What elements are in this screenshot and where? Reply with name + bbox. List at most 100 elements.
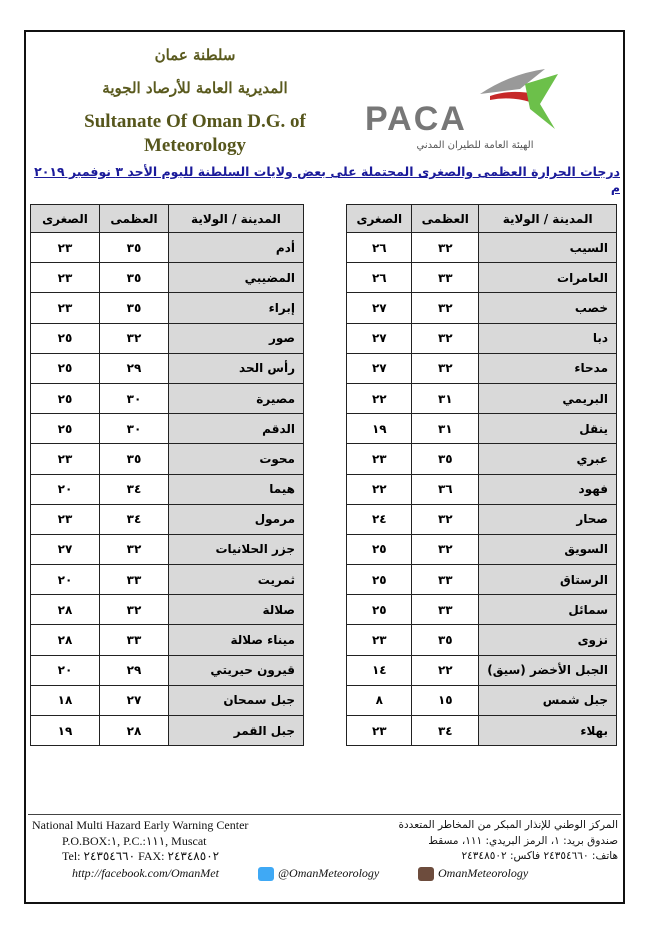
table-row: الجبل الأخضر (سيق) ٢٢ ١٤ bbox=[346, 654, 617, 686]
min-temp-cell: ٢٥ bbox=[30, 382, 100, 415]
min-temp-cell: ٢٠ bbox=[30, 654, 100, 686]
table-row: مدحاء ٣٢ ٢٧ bbox=[346, 352, 617, 384]
max-temp-cell: ٣٢ bbox=[411, 292, 480, 324]
table-row: أدم ٣٥ ٢٣ bbox=[30, 231, 304, 264]
footer-pobox-ar: صندوق بريد: ١، الرمز البريدي: ١١١، مسقط bbox=[428, 835, 618, 847]
header-english-title: Sultanate Of Oman D.G. of Meteorology bbox=[84, 111, 306, 156]
min-temp-cell: ٢٨ bbox=[30, 594, 100, 626]
max-temp-cell: ٣٢ bbox=[411, 352, 480, 384]
table-row: ميناء صلالة ٣٣ ٢٨ bbox=[30, 624, 304, 656]
max-temp-cell: ٣٢ bbox=[99, 594, 169, 626]
city-cell: الدقم bbox=[168, 413, 304, 445]
min-temp-cell: ٢٣ bbox=[30, 292, 100, 324]
city-cell: صور bbox=[168, 322, 304, 354]
table-row: البريمي ٣١ ٢٢ bbox=[346, 382, 617, 415]
twitter-icon bbox=[258, 866, 274, 881]
max-temp-cell: ٣٢ bbox=[99, 533, 169, 566]
min-temp-cell: ٨ bbox=[346, 684, 413, 717]
city-cell: مصيرة bbox=[168, 382, 304, 415]
table-row: صلالة ٣٢ ٢٨ bbox=[30, 594, 304, 626]
min-temp-cell: ٢٣ bbox=[30, 231, 100, 264]
min-temp-cell: ٢٣ bbox=[30, 503, 100, 535]
table-row: قيرون حيريتي ٢٩ ٢٠ bbox=[30, 654, 304, 686]
table-row: إبراء ٣٥ ٢٣ bbox=[30, 292, 304, 324]
min-temp-cell: ٢٥ bbox=[30, 322, 100, 354]
min-temp-cell: ٢٦ bbox=[346, 231, 413, 264]
max-temp-cell: ٣٥ bbox=[99, 231, 169, 264]
instagram-link[interactable]: OmanMeteorology bbox=[418, 866, 528, 881]
city-cell: ميناء صلالة bbox=[168, 624, 304, 656]
min-temp-cell: ١٩ bbox=[30, 714, 100, 747]
min-temp-cell: ٢٥ bbox=[346, 594, 413, 626]
city-cell: أدم bbox=[168, 231, 304, 264]
city-cell: سمائل bbox=[478, 594, 617, 626]
city-cell: فهود bbox=[478, 473, 617, 505]
min-temp-cell: ٢٣ bbox=[30, 262, 100, 294]
city-cell: ثمريت bbox=[168, 564, 304, 596]
max-temp-cell: ٢٩ bbox=[99, 352, 169, 384]
max-temp-cell: ٣٤ bbox=[99, 473, 169, 505]
twitter-link[interactable]: @OmanMeteorology bbox=[258, 866, 379, 881]
logo-subtitle: الهيئة العامة للطيران المدني bbox=[416, 140, 534, 151]
table-row: رأس الحد ٢٩ ٢٥ bbox=[30, 352, 304, 384]
city-cell: إبراء bbox=[168, 292, 304, 324]
min-temp-cell: ٢٤ bbox=[346, 503, 413, 535]
max-temp-cell: ٣٥ bbox=[411, 624, 480, 656]
min-temp-cell: ٢٠ bbox=[30, 564, 100, 596]
max-temp-cell: ٣٣ bbox=[411, 564, 480, 596]
table-row: السيب ٣٢ ٢٦ bbox=[346, 231, 617, 264]
footer-pobox-en: P.O.BOX:١, P.C.:١١١, Muscat bbox=[62, 834, 207, 848]
max-temp-cell: ٢٨ bbox=[99, 714, 169, 747]
table-row: بهلاء ٣٤ ٢٣ bbox=[346, 714, 617, 747]
city-cell: بهلاء bbox=[478, 714, 617, 747]
city-cell: جبل شمس bbox=[478, 684, 617, 717]
table-row: هيما ٣٤ ٢٠ bbox=[30, 473, 304, 505]
city-cell: صلالة bbox=[168, 594, 304, 626]
facebook-link[interactable]: http://facebook.com/OmanMet bbox=[72, 866, 219, 881]
column-header-min: الصغرى bbox=[346, 204, 413, 233]
max-temp-cell: ٣٥ bbox=[99, 262, 169, 294]
min-temp-cell: ٢٥ bbox=[346, 564, 413, 596]
column-header-city: المدينة / الولاية bbox=[168, 204, 304, 233]
table-row: مرمول ٣٤ ٢٣ bbox=[30, 503, 304, 535]
paca-logo: PACA bbox=[365, 69, 558, 138]
max-temp-cell: ٢٩ bbox=[99, 654, 169, 686]
footer-center-ar: المركز الوطني للإنذار المبكر من المخاطر … bbox=[398, 819, 619, 831]
min-temp-cell: ٢٧ bbox=[30, 533, 100, 566]
facebook-url[interactable]: http://facebook.com/OmanMet bbox=[72, 866, 219, 880]
max-temp-cell: ٣٠ bbox=[99, 382, 169, 415]
min-temp-cell: ٢٣ bbox=[30, 443, 100, 475]
table-row: ينقل ٣١ ١٩ bbox=[346, 413, 617, 445]
city-cell: جزر الحلانيات bbox=[168, 533, 304, 566]
min-temp-cell: ٢٠ bbox=[30, 473, 100, 505]
document-title: درجات الحرارة العظمى والصغرى المحتملة عل… bbox=[34, 164, 620, 195]
max-temp-cell: ٢٧ bbox=[99, 684, 169, 717]
instagram-icon bbox=[418, 866, 434, 881]
table-row: العامرات ٣٣ ٢٦ bbox=[346, 262, 617, 294]
max-temp-cell: ٣٥ bbox=[99, 443, 169, 475]
table-row: صور ٣٢ ٢٥ bbox=[30, 322, 304, 354]
city-cell: العامرات bbox=[478, 262, 617, 294]
min-temp-cell: ٢٥ bbox=[346, 533, 413, 566]
instagram-handle[interactable]: OmanMeteorology bbox=[438, 866, 529, 880]
table-row: نزوى ٣٥ ٢٣ bbox=[346, 624, 617, 656]
max-temp-cell: ٣٢ bbox=[411, 231, 480, 264]
column-header-max: العظمى bbox=[411, 204, 480, 233]
city-cell: محوت bbox=[168, 443, 304, 475]
table-row: جزر الحلانيات ٣٢ ٢٧ bbox=[30, 533, 304, 566]
min-temp-cell: ٢٥ bbox=[30, 413, 100, 445]
min-temp-cell: ٢٦ bbox=[346, 262, 413, 294]
max-temp-cell: ٣٣ bbox=[99, 624, 169, 656]
footer-tel-en: Tel: ٢٤٣٥٤٦٦٠ FAX: ٢٤٣٤٨٥٠٢ bbox=[62, 849, 220, 863]
svg-text:PACA: PACA bbox=[365, 100, 467, 138]
min-temp-cell: ١٩ bbox=[346, 413, 413, 445]
city-cell: ينقل bbox=[478, 413, 617, 445]
column-header-city: المدينة / الولاية bbox=[478, 204, 617, 233]
twitter-handle[interactable]: @OmanMeteorology bbox=[278, 866, 380, 880]
left-temperature-table: المدينة / الولاية العظمى الصغرى أدم ٣٥ ٢٣ ا… bbox=[30, 204, 304, 747]
min-temp-cell: ٢٢ bbox=[346, 382, 413, 415]
min-temp-cell: ٢٥ bbox=[30, 352, 100, 384]
table-row: جبل القمر ٢٨ ١٩ bbox=[30, 714, 304, 747]
max-temp-cell: ٣٣ bbox=[411, 594, 480, 626]
table-row: الرستاق ٣٣ ٢٥ bbox=[346, 564, 617, 596]
